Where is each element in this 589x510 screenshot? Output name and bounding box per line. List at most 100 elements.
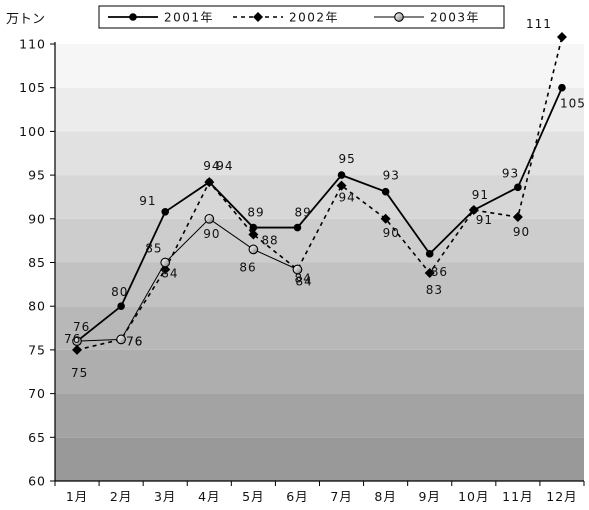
data-label-series-2: 84 <box>161 266 178 280</box>
data-point-series-1 <box>249 223 258 232</box>
data-label-series-3: 90 <box>203 227 220 241</box>
data-point-series-1 <box>514 183 522 192</box>
data-point-series-1 <box>381 187 390 196</box>
x-tick-label: 4月 <box>198 489 220 504</box>
series-line-2 <box>76 36 563 351</box>
data-point-series-2 <box>468 205 479 216</box>
x-tick-label: 2月 <box>110 489 132 504</box>
y-tick-label: 100 <box>19 124 46 139</box>
data-point-series-2 <box>512 212 523 223</box>
data-label-series-1: 91 <box>139 194 156 208</box>
data-point-series-2 <box>248 229 259 240</box>
y-tick-label: 75 <box>28 342 46 357</box>
data-point-series-1 <box>425 249 434 258</box>
data-label-series-3: 76 <box>126 334 143 348</box>
x-tick-label: 12月 <box>546 489 577 504</box>
y-tick-label: 105 <box>19 80 46 95</box>
data-label-series-1: 89 <box>247 206 264 220</box>
y-tick-label: 65 <box>28 430 46 445</box>
background-band <box>55 131 584 176</box>
data-label-series-1: 105 <box>560 97 586 111</box>
y-tick-label: 85 <box>28 255 46 270</box>
series-line-3 <box>77 218 298 342</box>
background-band <box>55 393 584 438</box>
x-tick-label: 8月 <box>374 489 396 504</box>
data-point-series-1 <box>337 171 346 179</box>
data-label-series-2: 94 <box>216 159 233 173</box>
data-point-series-2 <box>336 180 347 191</box>
legend-box <box>98 5 505 29</box>
x-tick-label: 10月 <box>458 489 489 504</box>
background-band <box>55 87 584 132</box>
data-point-series-3 <box>72 336 82 347</box>
data-label-series-1: 80 <box>111 285 128 299</box>
legend-marker-3 <box>394 12 404 22</box>
y-axis-unit-label: 万トン <box>6 12 45 27</box>
data-point-series-2 <box>380 213 391 224</box>
y-tick-label: 95 <box>28 168 46 183</box>
x-tick-label: 3月 <box>154 489 176 504</box>
data-label-series-2: 111 <box>526 17 552 31</box>
data-label-series-1: 93 <box>383 169 400 183</box>
data-label-series-1: 86 <box>431 265 448 279</box>
data-point-series-3 <box>116 334 126 345</box>
data-label-series-1: 94 <box>203 159 220 173</box>
background-band <box>55 437 584 481</box>
data-label-series-1: 76 <box>73 320 90 334</box>
data-point-series-3 <box>292 264 303 275</box>
data-point-series-2 <box>204 177 215 188</box>
y-tick-label: 60 <box>28 474 46 489</box>
x-tick-label: 1月 <box>66 489 88 504</box>
data-point-series-2 <box>72 344 83 355</box>
data-point-series-3 <box>248 244 259 255</box>
background-band <box>55 306 584 350</box>
data-label-series-3: 85 <box>145 242 162 256</box>
y-tick-label: 110 <box>19 37 46 52</box>
data-label-series-2: 88 <box>261 234 278 248</box>
data-point-series-1 <box>558 83 566 92</box>
data-point-series-1 <box>293 223 302 232</box>
data-label-series-1: 95 <box>339 152 356 166</box>
data-point-series-2 <box>424 267 435 278</box>
data-label-series-2: 90 <box>513 225 530 239</box>
data-label-series-1: 89 <box>294 206 311 220</box>
data-label-series-2: 94 <box>339 191 356 205</box>
x-tick-label: 6月 <box>286 489 308 504</box>
y-tick-label: 70 <box>28 386 46 401</box>
background-band <box>55 262 584 307</box>
data-label-series-1: 91 <box>472 188 489 202</box>
data-label-series-2: 83 <box>426 283 443 297</box>
background-band <box>55 349 584 394</box>
legend-marker-2 <box>253 12 263 22</box>
data-label-series-2: 75 <box>71 366 88 380</box>
data-label-series-3: 86 <box>239 260 256 274</box>
legend-marker-1 <box>129 13 137 21</box>
data-label-series-2: 91 <box>476 213 493 227</box>
data-label-series-2: 84 <box>294 271 311 285</box>
data-point-series-1 <box>161 208 170 216</box>
series-line-1 <box>76 87 563 342</box>
background-band <box>55 175 584 219</box>
data-label-series-3: 76 <box>64 332 81 346</box>
background-band <box>55 218 584 263</box>
legend-label-2: 2002年 <box>289 11 339 25</box>
x-tick-label: 5月 <box>242 489 264 504</box>
legend-label-1: 2001年 <box>164 11 214 25</box>
legend-label-3: 2003年 <box>430 11 480 25</box>
x-tick-label: 9月 <box>418 489 440 504</box>
data-label-series-1: 93 <box>502 166 519 180</box>
data-point-series-1 <box>117 302 125 311</box>
data-label-series-2: 90 <box>383 226 400 240</box>
data-label-series-2: 76 <box>126 334 143 348</box>
x-tick-label: 7月 <box>330 489 352 504</box>
data-label-series-3: 84 <box>295 274 312 288</box>
data-point-series-2 <box>556 32 567 43</box>
data-point-series-2 <box>160 264 171 275</box>
x-tick-label: 11月 <box>502 489 533 504</box>
y-tick-label: 90 <box>28 211 46 226</box>
data-point-series-3 <box>160 257 171 268</box>
y-tick-label: 80 <box>28 299 46 314</box>
data-point-series-3 <box>204 213 215 224</box>
